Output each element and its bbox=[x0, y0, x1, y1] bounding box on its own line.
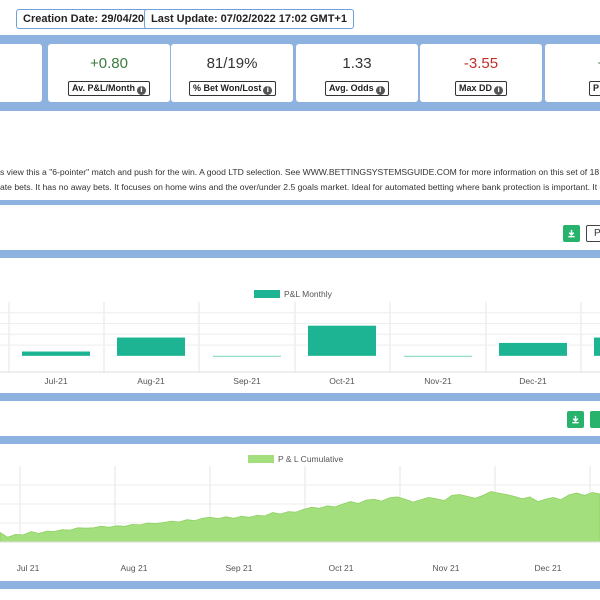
info-icon[interactable]: i bbox=[263, 86, 273, 95]
section-divider bbox=[0, 581, 600, 589]
cumulative-options-button[interactable] bbox=[590, 411, 600, 428]
download-cumulative-button[interactable] bbox=[567, 411, 584, 428]
cumulative-area[interactable] bbox=[0, 491, 600, 543]
kpi-label[interactable]: P &i bbox=[589, 81, 600, 96]
x-tick-label: Nov 21 bbox=[433, 563, 460, 573]
last-update-badge: Last Update: 07/02/2022 17:02 GMT+1 bbox=[144, 9, 354, 29]
bar-jul-21[interactable] bbox=[22, 351, 90, 356]
legend-swatch bbox=[254, 290, 280, 298]
pl-cumulative-chart: P & L Cumulative Jul 21 Aug 21 Sep 21 Oct 21… bbox=[0, 454, 600, 573]
download-icon bbox=[572, 415, 579, 424]
x-tick-label: Oct-21 bbox=[329, 376, 355, 386]
creation-date-badge: Creation Date: 29/04/2021 bbox=[16, 9, 164, 29]
x-tick-label: Sep 21 bbox=[226, 563, 253, 573]
kpi-label-text: Avg. Odds bbox=[329, 83, 374, 93]
kpi-card: +0.80 Av. P&L/Month i bbox=[48, 44, 170, 102]
kpi-label[interactable]: % Bet Won/Lost i bbox=[189, 81, 277, 96]
bar-oct-21[interactable] bbox=[308, 325, 376, 356]
x-tick-label: Dec 21 bbox=[535, 563, 562, 573]
kpi-card: 1.33 Avg. Odds i bbox=[296, 44, 418, 102]
legend-swatch bbox=[248, 455, 274, 463]
section-divider bbox=[0, 200, 600, 205]
kpi-value: -3.55 bbox=[463, 55, 499, 72]
legend-label: P & L Cumulative bbox=[278, 454, 343, 464]
kpi-card: +1 P &i bbox=[545, 44, 600, 102]
pl-monthly-chart: P&L Monthly Jul-21 Aug-21 Sep-21 Oct-21 Nov-2… bbox=[0, 289, 600, 386]
monthly-options-button[interactable]: P bbox=[586, 225, 600, 242]
kpi-label[interactable]: Max DD i bbox=[455, 81, 508, 96]
kpi-label-text: Av. P&L/Month bbox=[72, 83, 135, 93]
download-icon bbox=[568, 229, 575, 238]
download-monthly-button[interactable] bbox=[563, 225, 580, 242]
kpi-label-text: P & bbox=[593, 83, 600, 93]
kpi-label[interactable]: Avg. Odds i bbox=[325, 81, 389, 96]
section-divider bbox=[0, 393, 600, 401]
kpi-value: 81/19% bbox=[206, 55, 258, 72]
kpi-value: +0.80 bbox=[90, 55, 128, 72]
x-tick-label: Jul-21 bbox=[44, 376, 67, 386]
bar-aug-21[interactable] bbox=[117, 337, 185, 356]
x-tick-label: Aug 21 bbox=[121, 563, 148, 573]
bar-sep-21[interactable] bbox=[213, 355, 281, 357]
x-tick-label: Jul 21 bbox=[17, 563, 40, 573]
x-tick-label: Aug-21 bbox=[137, 376, 165, 386]
kpi-label-text: Max DD bbox=[459, 83, 493, 93]
kpi-label[interactable]: Av. P&L/Month i bbox=[68, 81, 150, 96]
x-tick-label: Dec-21 bbox=[519, 376, 547, 386]
bar-nov-21[interactable] bbox=[404, 355, 472, 357]
x-tick-label: Sep-21 bbox=[233, 376, 261, 386]
kpi-label-text: % Bet Won/Lost bbox=[193, 83, 262, 93]
kpi-value: +1 bbox=[545, 55, 600, 72]
kpi-card: 81/19% % Bet Won/Lost i bbox=[171, 44, 293, 102]
info-icon[interactable]: i bbox=[494, 86, 504, 95]
x-tick-label: Nov-21 bbox=[424, 376, 452, 386]
info-icon[interactable]: i bbox=[375, 86, 385, 95]
kpi-value: 1.33 bbox=[342, 55, 372, 72]
bar-dec-21[interactable] bbox=[499, 342, 567, 356]
kpi-card: -3.55 Max DD i bbox=[420, 44, 542, 102]
bar-jan-22[interactable] bbox=[594, 337, 600, 356]
x-tick-label: Oct 21 bbox=[328, 563, 353, 573]
description-line-2: ate bets. It has no away bets. It focuse… bbox=[0, 182, 600, 192]
section-divider bbox=[0, 436, 600, 444]
section-divider bbox=[0, 250, 600, 258]
info-icon[interactable]: i bbox=[137, 86, 146, 95]
description-line-1: s view this a "6-pointer" match and push… bbox=[0, 167, 600, 177]
legend-label: P&L Monthly bbox=[284, 289, 333, 299]
